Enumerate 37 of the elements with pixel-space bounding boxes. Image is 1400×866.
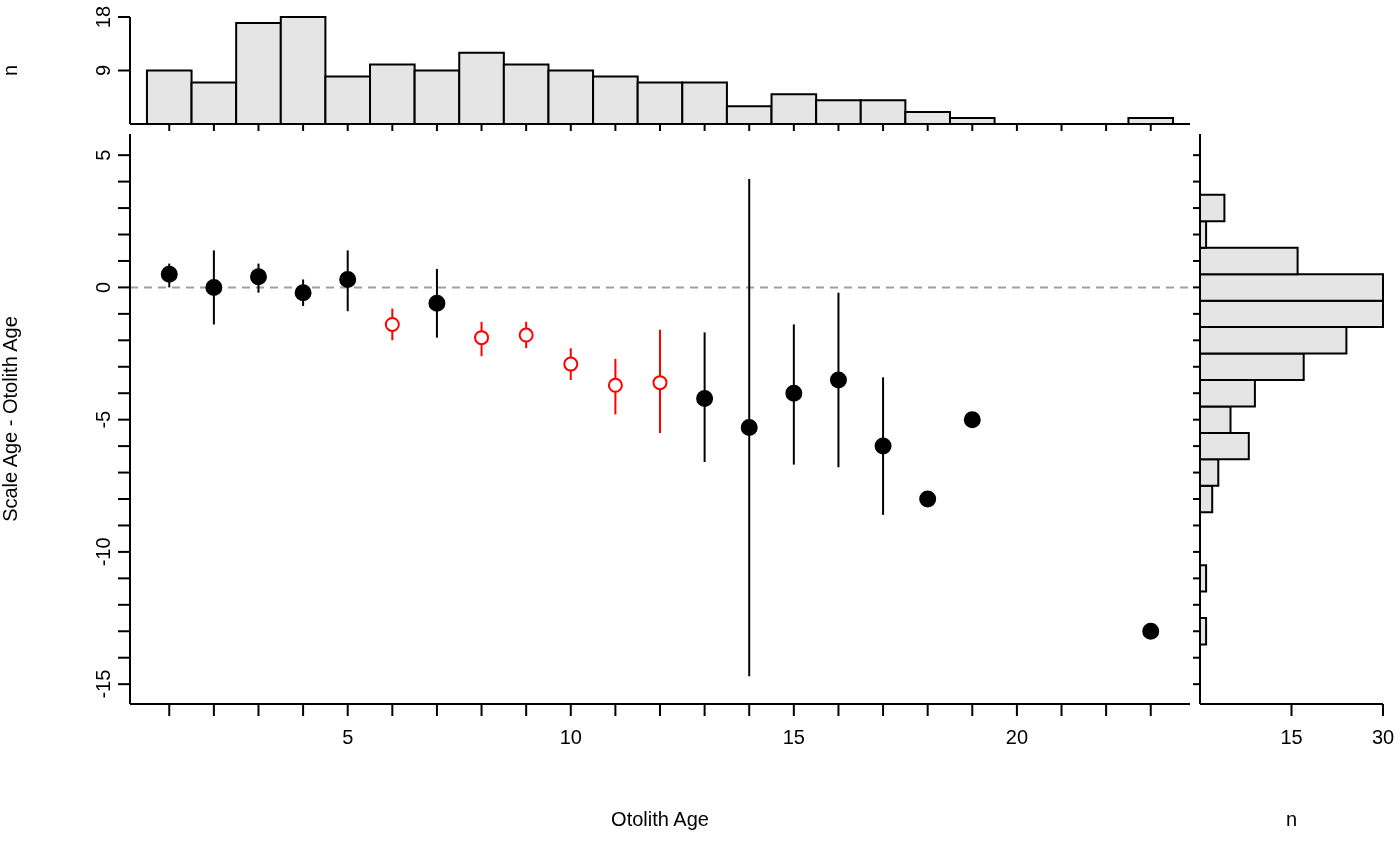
x-tick-label: 15 — [1280, 726, 1303, 748]
point — [652, 375, 668, 391]
point — [785, 384, 803, 402]
x-tick-label: 10 — [559, 726, 582, 748]
point — [740, 419, 758, 437]
y-tick-label: -10 — [92, 537, 114, 567]
x-tick-label: 20 — [1005, 726, 1029, 748]
x-tick-label: 30 — [1371, 726, 1395, 748]
point — [205, 278, 223, 296]
point — [874, 437, 892, 455]
x-axis-title: n — [1285, 808, 1298, 830]
point — [963, 411, 981, 429]
y-tick-label: 9 — [92, 64, 114, 77]
point — [384, 316, 400, 332]
y-tick-label: -5 — [92, 410, 114, 429]
point — [339, 270, 357, 288]
y-tick-label: -15 — [92, 669, 114, 699]
y-tick-label: 5 — [92, 149, 114, 161]
y-axis-title: Scale Age - Otolith Age — [0, 316, 22, 522]
y-tick-label: 0 — [92, 281, 114, 293]
point — [518, 327, 534, 343]
point — [294, 284, 312, 302]
point — [829, 371, 847, 389]
y-axis-title: n — [0, 64, 22, 77]
point — [474, 330, 490, 346]
x-tick-label: 15 — [782, 726, 805, 748]
point — [696, 390, 714, 407]
point — [428, 294, 446, 312]
x-axis-title: Otolith Age — [611, 808, 709, 830]
point — [563, 356, 579, 372]
point — [249, 268, 267, 286]
point — [919, 490, 937, 508]
y-tick-label: 18 — [92, 5, 114, 29]
x-tick-label: 5 — [342, 726, 354, 748]
point — [160, 265, 178, 283]
point — [1142, 622, 1160, 640]
point — [607, 377, 623, 393]
